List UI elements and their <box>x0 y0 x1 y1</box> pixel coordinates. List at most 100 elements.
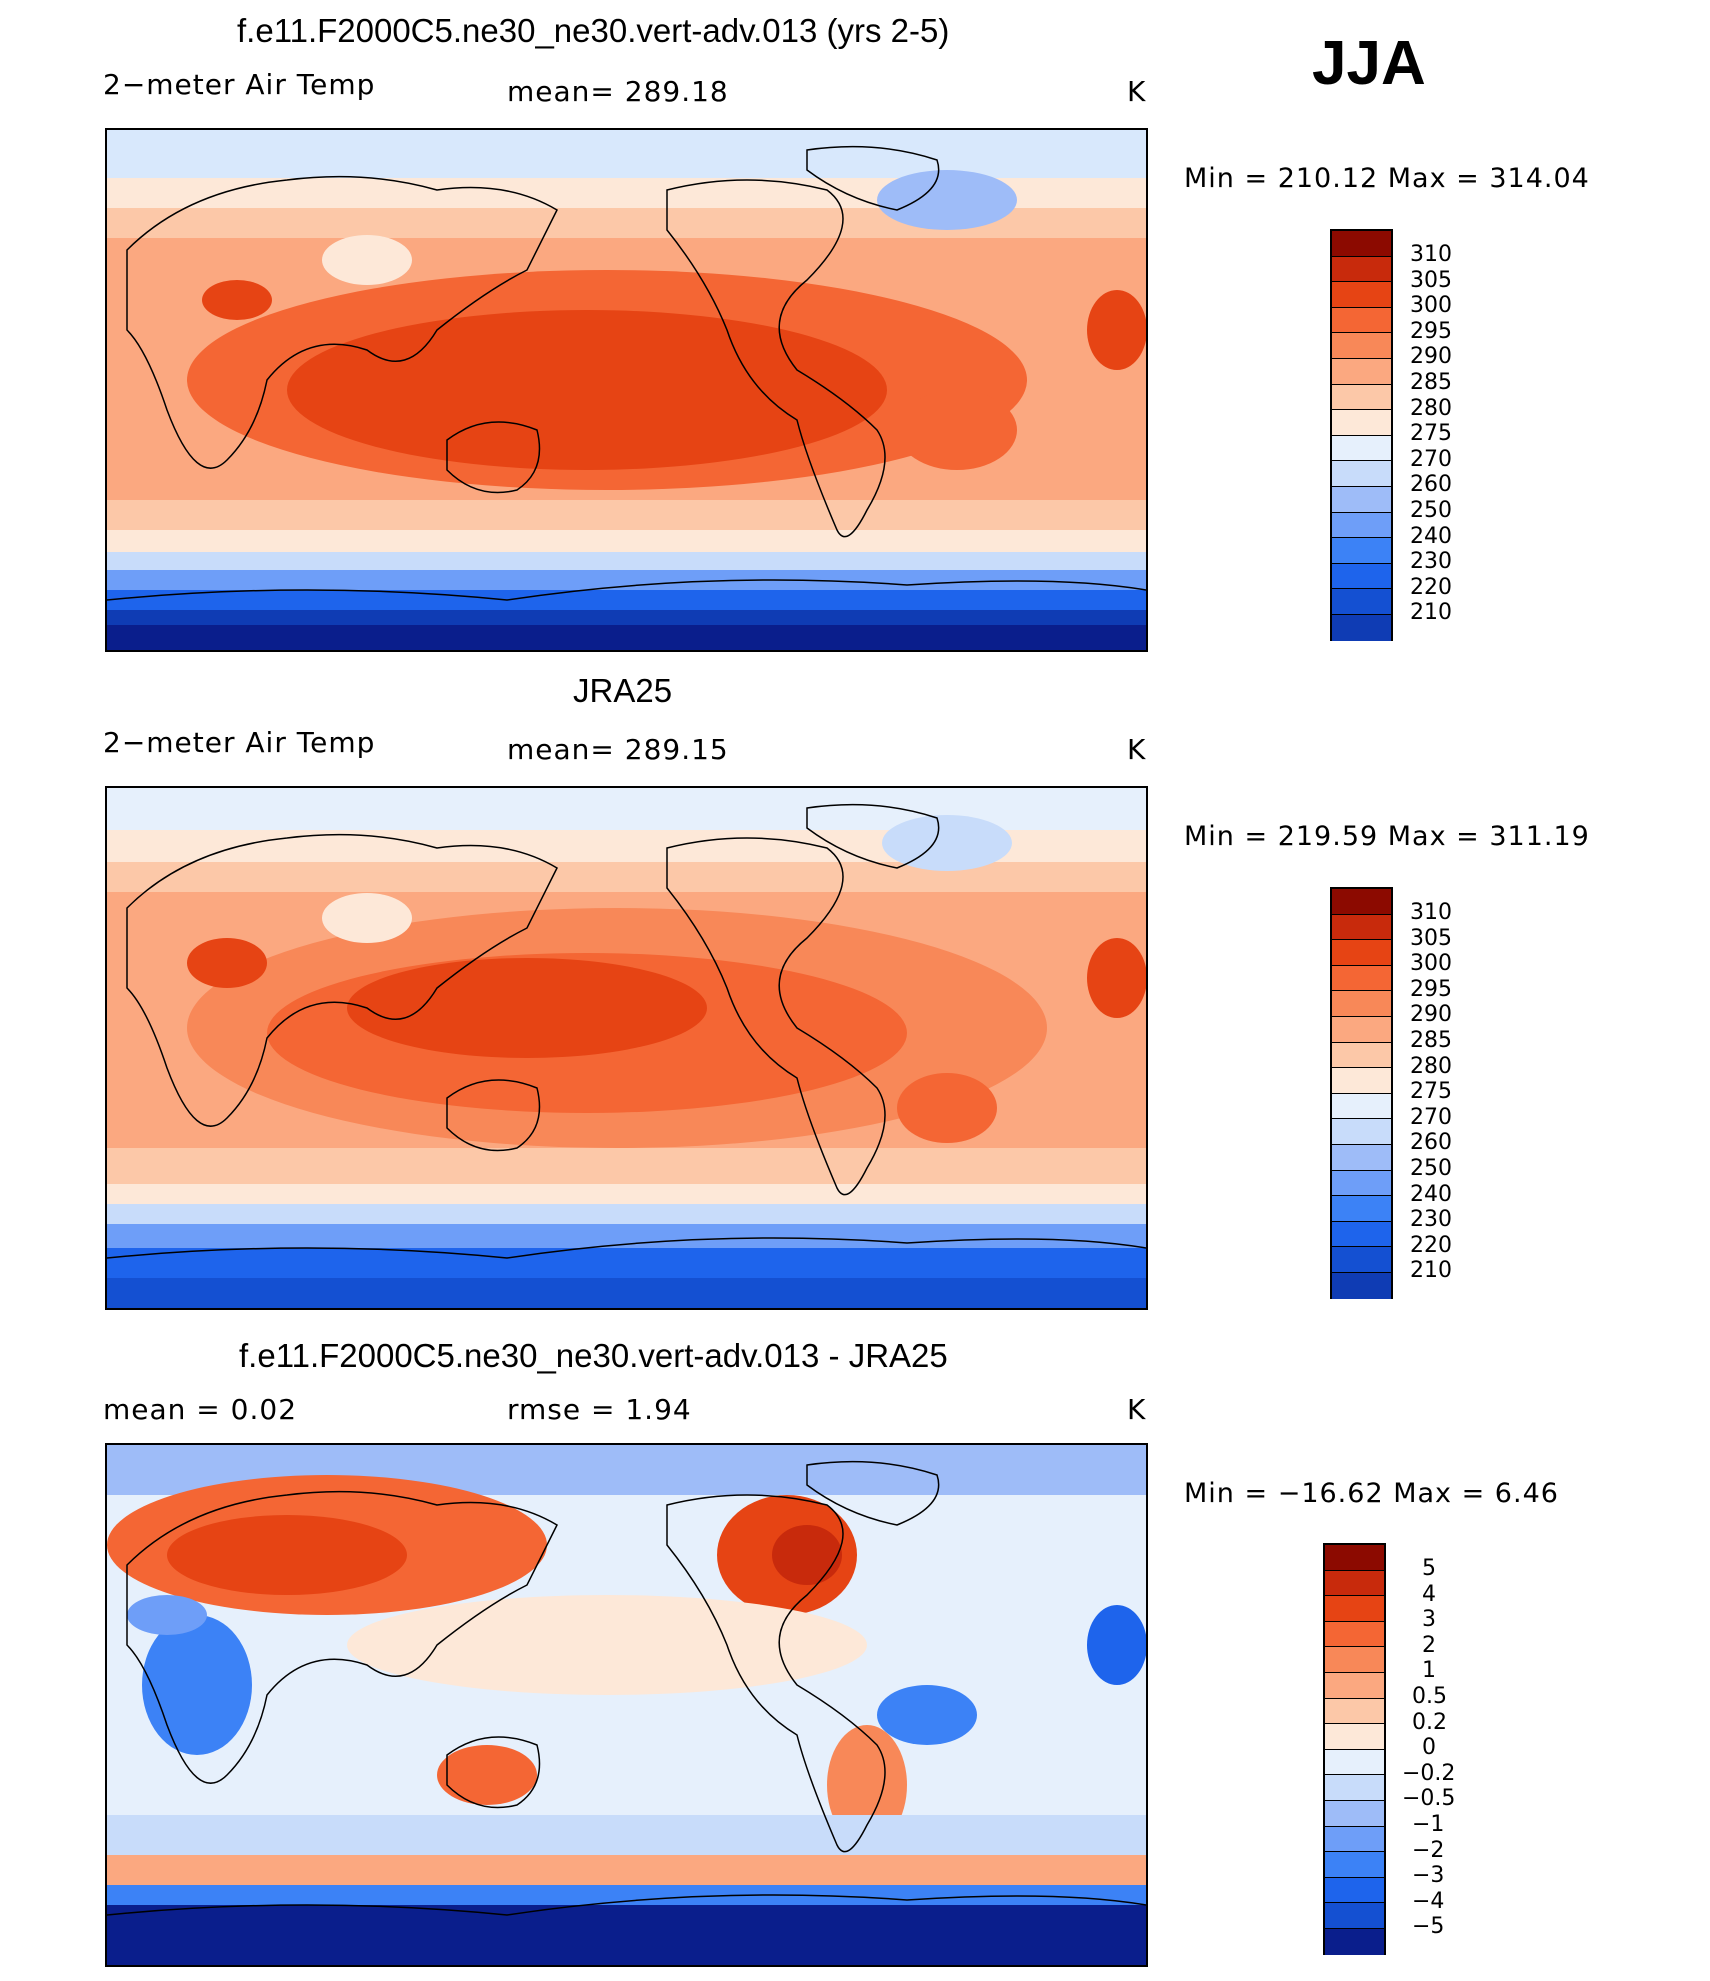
panel-2-title: JRA25 <box>573 672 673 709</box>
colorbar-tick-label: −3 <box>1412 1863 1445 1889</box>
colorbar-cell <box>1332 384 1391 411</box>
colorbar-cell <box>1325 1903 1384 1929</box>
colorbar-tick-label: −4 <box>1412 1888 1445 1914</box>
colorbar-tick-label: 310 <box>1410 242 1452 267</box>
colorbar-cell <box>1325 1647 1384 1673</box>
colorbar-cell <box>1332 1119 1391 1145</box>
colorbar-cell <box>1332 889 1391 915</box>
colorbar-tick-label: 230 <box>1410 1207 1452 1233</box>
panel-3-map <box>105 1443 1148 1967</box>
colorbar-tick-label: 0 <box>1422 1735 1436 1761</box>
colorbar-tick-label: −2 <box>1412 1837 1445 1863</box>
colorbar-tick-label: 0.2 <box>1412 1709 1447 1735</box>
colorbar-tick-label: 275 <box>1410 1079 1452 1105</box>
panel-3-units: K <box>1127 1393 1147 1426</box>
colorbar-tick-label: 305 <box>1410 925 1452 951</box>
colorbar-cell <box>1332 307 1391 334</box>
colorbar-tick-label: 280 <box>1410 1053 1452 1079</box>
panel-2-minmax: Min = 219.59 Max = 311.19 <box>1184 821 1590 852</box>
colorbar-cell <box>1332 1221 1391 1248</box>
colorbar-cell <box>1332 589 1391 615</box>
panel-3-minmax: Min = −16.62 Max = 6.46 <box>1184 1478 1559 1509</box>
colorbar-tick-label: 300 <box>1410 951 1452 977</box>
colorbar-cell <box>1332 563 1391 590</box>
colorbar-cell <box>1332 614 1391 641</box>
panel-2-colorbar <box>1330 887 1393 1299</box>
colorbar-tick-label: 285 <box>1410 1028 1452 1053</box>
colorbar-tick-label: 280 <box>1410 395 1452 421</box>
colorbar-cell <box>1332 1068 1391 1094</box>
panel-1-mean-label: mean= 289.18 <box>507 75 729 108</box>
colorbar-cell <box>1325 1724 1384 1750</box>
colorbar-cell <box>1325 1698 1384 1725</box>
colorbar-cell <box>1332 940 1391 966</box>
colorbar-tick-label: 250 <box>1410 498 1452 523</box>
colorbar-tick-label: 270 <box>1410 1104 1452 1130</box>
panel-3-rmse-label: rmse = 1.94 <box>507 1393 692 1426</box>
colorbar-cell <box>1325 1852 1384 1878</box>
colorbar-tick-label: −1 <box>1412 1812 1445 1837</box>
colorbar-cell <box>1325 1928 1384 1955</box>
colorbar-tick-label: 290 <box>1410 1002 1452 1028</box>
colorbar-cell <box>1332 1196 1391 1222</box>
colorbar-tick-label: 240 <box>1410 523 1452 549</box>
colorbar-cell <box>1332 538 1391 564</box>
colorbar-tick-label: 5 <box>1422 1556 1436 1581</box>
colorbar-tick-label: 295 <box>1410 976 1452 1002</box>
panel-1-units: K <box>1127 75 1147 108</box>
panel-2-map <box>105 786 1148 1310</box>
colorbar-cell <box>1325 1877 1384 1904</box>
colorbar-tick-label: 290 <box>1410 344 1452 370</box>
colorbar-cell <box>1325 1800 1384 1827</box>
colorbar-cell <box>1332 965 1391 992</box>
colorbar-tick-label: 275 <box>1410 421 1452 447</box>
colorbar-cell <box>1332 461 1391 487</box>
colorbar-cell <box>1332 1170 1391 1197</box>
panel-1-temperature-field <box>107 130 1146 650</box>
colorbar-cell <box>1332 914 1391 941</box>
colorbar-cell <box>1332 1016 1391 1043</box>
colorbar-cell <box>1325 1570 1384 1597</box>
colorbar-cell <box>1332 1093 1391 1120</box>
colorbar-tick-label: 1 <box>1422 1658 1436 1684</box>
colorbar-cell <box>1332 435 1391 462</box>
colorbar-tick-label: 220 <box>1410 1232 1452 1258</box>
panel-3-difference-field <box>107 1445 1146 1965</box>
colorbar-tick-label: −0.2 <box>1402 1760 1456 1786</box>
colorbar-tick-label: 2 <box>1422 1632 1436 1658</box>
panel-2-variable-label: 2−meter Air Temp <box>103 726 376 759</box>
colorbar-cell <box>1332 1144 1391 1171</box>
colorbar-cell <box>1325 1749 1384 1776</box>
colorbar-cell <box>1332 486 1391 513</box>
colorbar-tick-label: 250 <box>1410 1156 1452 1181</box>
panel-2-units: K <box>1127 733 1147 766</box>
colorbar-tick-label: 230 <box>1410 549 1452 575</box>
colorbar-tick-label: 270 <box>1410 446 1452 472</box>
colorbar-cell <box>1332 282 1391 308</box>
colorbar-tick-label: 260 <box>1410 472 1452 498</box>
season-label: JJA <box>1312 29 1426 98</box>
colorbar-tick-label: 260 <box>1410 1130 1452 1156</box>
colorbar-cell <box>1332 1272 1391 1299</box>
colorbar-tick-label: 210 <box>1410 600 1452 626</box>
colorbar-tick-label: 3 <box>1422 1607 1436 1633</box>
colorbar-tick-label: 295 <box>1410 318 1452 344</box>
colorbar-cell <box>1325 1621 1384 1648</box>
panel-3-colorbar <box>1323 1543 1386 1955</box>
colorbar-tick-label: 300 <box>1410 293 1452 319</box>
panel-1-colorbar <box>1330 229 1393 641</box>
colorbar-cell <box>1332 358 1391 385</box>
panel-2-temperature-field <box>107 788 1146 1308</box>
colorbar-cell <box>1332 231 1391 257</box>
panel-3-title: f.e11.F2000C5.ne30_ne30.vert-adv.013 - J… <box>239 1337 948 1374</box>
colorbar-tick-label: 240 <box>1410 1181 1452 1207</box>
panel-1-minmax: Min = 210.12 Max = 314.04 <box>1184 163 1590 194</box>
colorbar-cell <box>1332 410 1391 436</box>
panel-1-title: f.e11.F2000C5.ne30_ne30.vert-adv.013 (yr… <box>237 12 950 49</box>
colorbar-tick-label: 310 <box>1410 900 1452 925</box>
colorbar-tick-label: 285 <box>1410 370 1452 395</box>
colorbar-cell <box>1325 1672 1384 1699</box>
colorbar-tick-label: 4 <box>1422 1581 1436 1607</box>
colorbar-tick-label: 0.5 <box>1412 1684 1447 1709</box>
colorbar-cell <box>1325 1826 1384 1853</box>
